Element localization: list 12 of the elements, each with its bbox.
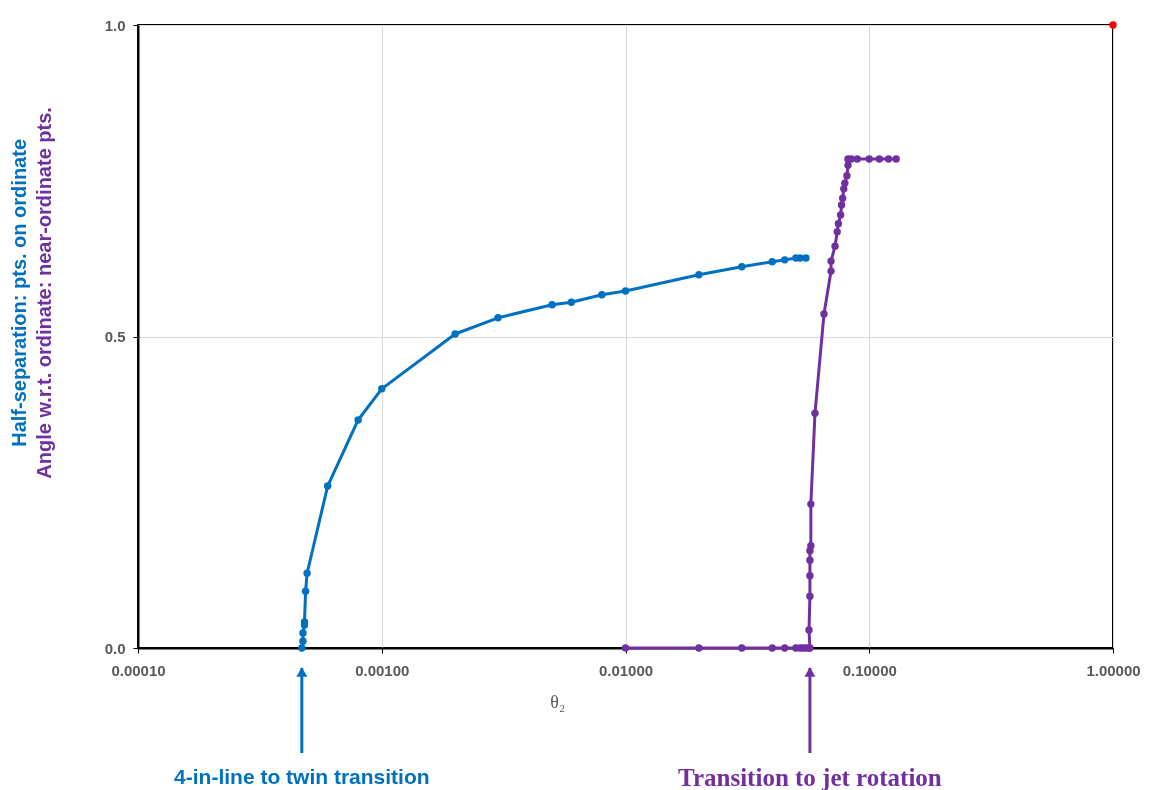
y-tick-label: 0.0 <box>104 639 126 657</box>
text: 4-in-line to twin transition <box>174 765 430 788</box>
x-tick-label: 0.10000 <box>842 661 897 679</box>
x-axis-title: θ₂ <box>550 691 566 712</box>
y-tick-label: 1.0 <box>104 16 126 34</box>
x-tick-label: 0.00100 <box>355 661 410 679</box>
text: Half-separation: pts. on ordinate <box>8 138 30 447</box>
x-tick-label: 1.00000 <box>1086 661 1141 679</box>
text: Angle w.r.t. ordinate: near-ordinate pts. <box>33 107 55 479</box>
y-tick-label: 0.5 <box>104 328 126 345</box>
x-tick-label: 0.01000 <box>598 661 654 679</box>
x-tick-label: 0.00010 <box>111 661 166 679</box>
